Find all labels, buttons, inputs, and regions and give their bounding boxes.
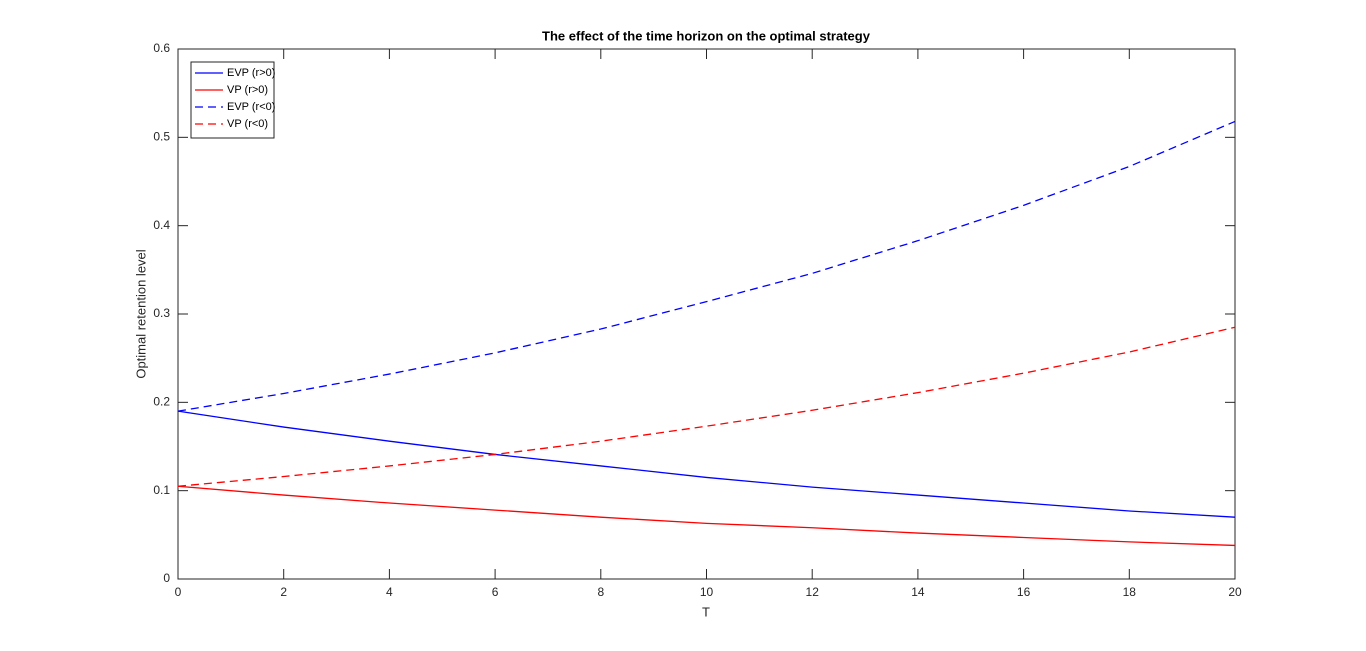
y-tick-label: 0	[163, 571, 170, 585]
x-tick-label: 18	[1123, 585, 1137, 599]
series-line	[177, 410, 1236, 518]
x-tick-label: 20	[1228, 585, 1242, 599]
x-tick-label: 16	[1017, 585, 1031, 599]
y-tick-label: 0.6	[153, 41, 170, 55]
x-tick-label: 14	[911, 585, 925, 599]
x-axis-label: T	[702, 604, 710, 619]
x-tick-label: 10	[700, 585, 714, 599]
series-line	[177, 120, 1236, 412]
chart-title: The effect of the time horizon on the op…	[542, 28, 871, 43]
x-tick-label: 2	[280, 585, 287, 599]
legend-label: VP (r>0)	[227, 84, 268, 96]
x-tick-label: 12	[806, 585, 820, 599]
legend-label: EVP (r<0)	[227, 101, 275, 113]
x-tick-label: 6	[492, 585, 499, 599]
plot-frame	[177, 48, 1236, 580]
x-tick-label: 8	[597, 585, 604, 599]
series-line	[177, 326, 1236, 487]
y-tick-label: 0.1	[153, 483, 170, 497]
y-axis-label: Optimal retention level	[133, 249, 148, 378]
legend-label: EVP (r>0)	[227, 67, 275, 79]
legend-label: VP (r<0)	[227, 118, 268, 130]
series-line	[177, 485, 1236, 547]
y-tick-label: 0.5	[153, 130, 170, 144]
x-tick-label: 4	[386, 585, 393, 599]
y-tick-label: 0.4	[153, 218, 170, 232]
y-tick-label: 0.2	[153, 395, 170, 409]
x-tick-label: 0	[175, 585, 182, 599]
y-tick-label: 0.3	[153, 306, 170, 320]
legend-box	[190, 61, 275, 139]
